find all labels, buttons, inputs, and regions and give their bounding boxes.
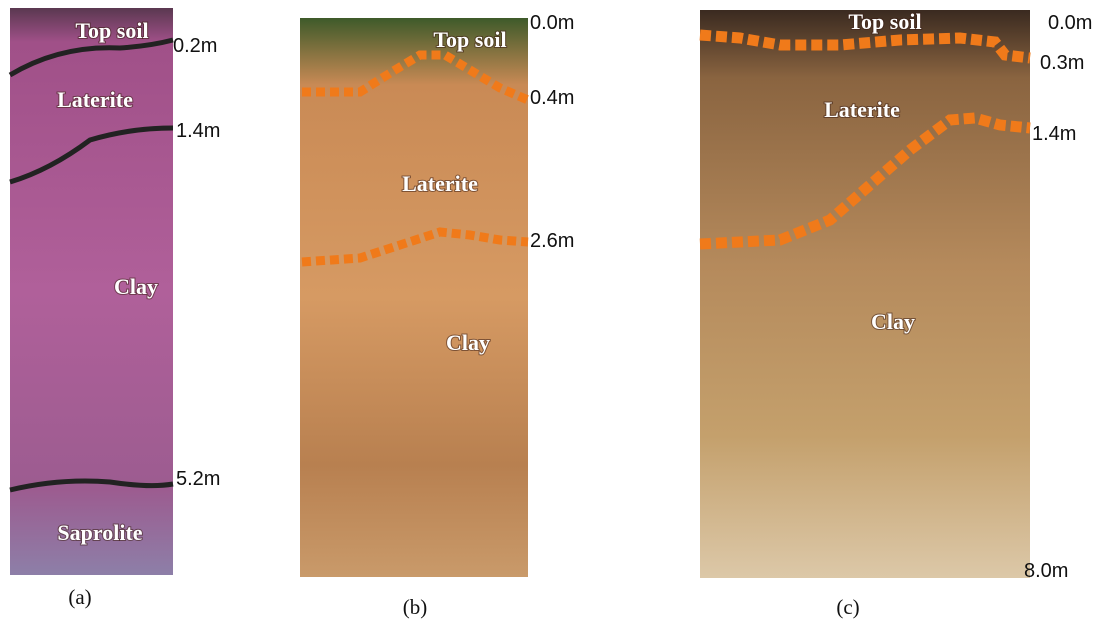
panel-c: Top soil Laterite Clay 0.0m 0.3m 1.4m 8.… xyxy=(699,8,1092,619)
boundary xyxy=(9,125,174,185)
depth-label: 5.2m xyxy=(176,468,220,490)
depth-label: 0.0m xyxy=(1048,12,1092,34)
boundary xyxy=(301,227,529,267)
depth-label: 0.2m xyxy=(173,35,217,57)
photo xyxy=(300,18,528,577)
depth-label: 2.6m xyxy=(530,230,574,252)
photo xyxy=(700,10,1030,578)
layer-label: Clay xyxy=(114,274,158,299)
caption: (c) xyxy=(836,595,859,619)
boundary xyxy=(699,29,1031,64)
layer-label: Clay xyxy=(446,330,490,355)
boundary xyxy=(9,478,174,493)
layer-label: Laterite xyxy=(824,97,900,122)
layer-label: Top soil xyxy=(848,9,921,34)
layer-label: Top soil xyxy=(75,18,148,43)
depth-label: 1.4m xyxy=(176,120,220,142)
layer-label: Top soil xyxy=(433,27,506,52)
depth-label: 0.3m xyxy=(1040,52,1084,74)
caption: (b) xyxy=(403,595,428,619)
layer-label: Clay xyxy=(871,309,915,334)
depth-label: 8.0m xyxy=(1024,560,1068,582)
layer-label: Laterite xyxy=(402,171,478,196)
boundary xyxy=(302,50,530,105)
panel-b: Top soil Laterite Clay 0.0m 0.4m 2.6m (b… xyxy=(300,12,574,619)
caption: (a) xyxy=(68,585,91,609)
panel-a: Top soil Laterite Clay Saprolite 0.2m 1.… xyxy=(8,8,220,609)
layer-label: Laterite xyxy=(57,87,133,112)
depth-label: 0.4m xyxy=(530,87,574,109)
boundary xyxy=(8,37,174,78)
layer-label: Saprolite xyxy=(57,520,142,545)
boundary xyxy=(699,112,1031,250)
depth-label: 1.4m xyxy=(1032,123,1076,145)
depth-label: 0.0m xyxy=(530,12,574,34)
